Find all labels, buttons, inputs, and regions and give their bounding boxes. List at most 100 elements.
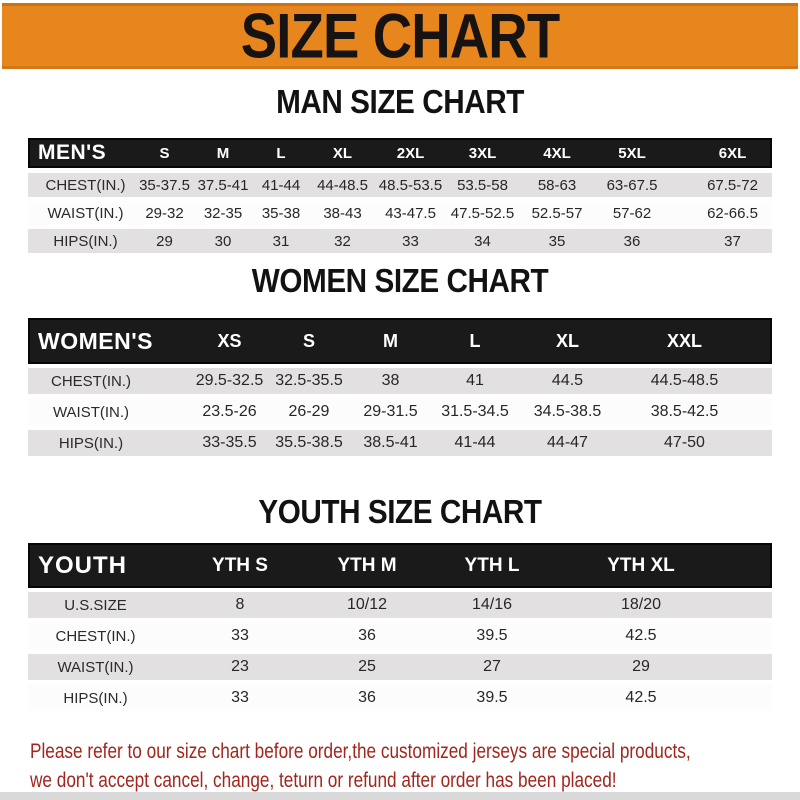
size-cell: 36 bbox=[623, 232, 641, 250]
row-label: CHEST(IN.) bbox=[45, 176, 126, 194]
note-line: Please refer to our size chart before or… bbox=[30, 739, 691, 763]
size-cell: 30 bbox=[214, 232, 232, 250]
size-cell: 32.5-35.5 bbox=[275, 372, 343, 389]
size-cell: 33-35.5 bbox=[202, 434, 257, 451]
size-cell: 44-48.5 bbox=[317, 176, 368, 194]
table-row: CHEST(IN.) 29.5-32.5 32.5-35.5 38 41 44.5 44.5… bbox=[28, 368, 772, 394]
women-size-table: WOMEN'S XS S M L XL XXL CHEST(IN.) 29.5-32.5 32.… bbox=[28, 318, 772, 461]
size-cell: 23 bbox=[231, 658, 249, 675]
size-column-header: 4XL bbox=[543, 144, 571, 162]
size-column-header: L bbox=[469, 330, 481, 351]
row-label: CHEST(IN.) bbox=[51, 372, 131, 390]
size-cell: 32 bbox=[334, 232, 351, 250]
table-header-label: MEN'S bbox=[38, 141, 107, 164]
size-cell: 29 bbox=[632, 658, 650, 675]
size-cell: 36 bbox=[358, 627, 376, 644]
size-cell: 31 bbox=[272, 232, 290, 250]
banner-title: SIZE CHART bbox=[240, 0, 560, 72]
size-column-header: S bbox=[159, 144, 170, 162]
size-cell: 38 bbox=[381, 372, 400, 389]
size-column-header: XS bbox=[217, 330, 242, 351]
size-cell: 35-38 bbox=[261, 204, 301, 222]
size-cell: 44.5-48.5 bbox=[650, 372, 719, 389]
size-cell: 29 bbox=[156, 232, 173, 250]
size-cell: 26-29 bbox=[288, 403, 330, 420]
size-cell: 27 bbox=[483, 658, 501, 675]
size-column-header: 5XL bbox=[618, 144, 646, 162]
women-table-header-bar: WOMEN'S XS S M L XL XXL bbox=[28, 318, 772, 364]
size-column-header: YTH L bbox=[464, 554, 520, 576]
note-line: we don't accept cancel, change, teturn o… bbox=[30, 767, 617, 792]
row-label: WAIST(IN.) bbox=[47, 204, 124, 222]
size-cell: 35.5-38.5 bbox=[275, 434, 343, 451]
youth-table-header-bar: YOUTH YTH S YTH M YTH L YTH XL bbox=[28, 543, 772, 588]
size-cell: 41-44 bbox=[261, 176, 301, 194]
women-table-rows: CHEST(IN.) 29.5-32.5 32.5-35.5 38 41 44.5 44.5… bbox=[28, 368, 772, 456]
size-cell: 42.5 bbox=[625, 689, 657, 706]
row-label: HIPS(IN.) bbox=[63, 689, 128, 707]
table-row: WAIST(IN.) 23.5-26 26-29 29-31.5 31.5-34.5 34… bbox=[28, 399, 772, 425]
size-cell: 38.5-42.5 bbox=[650, 403, 719, 420]
table-row: HIPS(IN.) 33-35.5 35.5-38.5 38.5-41 41-44 44-… bbox=[28, 430, 772, 456]
row-label: HIPS(IN.) bbox=[53, 232, 118, 250]
banner: SIZE CHART bbox=[2, 0, 798, 72]
size-cell: 31.5-34.5 bbox=[441, 403, 509, 420]
size-column-header: L bbox=[276, 144, 286, 162]
size-cell: 37 bbox=[724, 232, 741, 250]
size-column-header: XL bbox=[332, 144, 353, 162]
youth-table-rows: U.S.SIZE 8 10/12 14/16 18/20 CHEST(IN.) 33 36 39… bbox=[28, 592, 772, 711]
size-column-header: YTH M bbox=[337, 554, 397, 576]
section-title-women: WOMEN SIZE CHART bbox=[251, 262, 549, 299]
bottom-edge-strip bbox=[0, 792, 800, 800]
size-cell: 48.5-53.5 bbox=[378, 176, 443, 194]
table-header-label: WOMEN'S bbox=[38, 327, 154, 354]
size-column-header: 6XL bbox=[718, 144, 747, 162]
size-column-header: M bbox=[383, 330, 398, 351]
size-cell: 29-31.5 bbox=[363, 403, 418, 420]
disclaimer-note: Please refer to our size chart before or… bbox=[30, 737, 800, 794]
size-column-header: XL bbox=[555, 330, 579, 351]
size-column-header: 3XL bbox=[468, 144, 497, 162]
size-cell: 35 bbox=[548, 232, 566, 250]
size-cell: 47.5-52.5 bbox=[450, 204, 515, 222]
size-cell: 29.5-32.5 bbox=[195, 372, 264, 389]
size-cell: 32-35 bbox=[203, 204, 243, 222]
size-cell: 58-63 bbox=[537, 176, 577, 194]
size-cell: 25 bbox=[358, 658, 376, 675]
size-column-header: S bbox=[302, 330, 315, 351]
size-cell: 38.5-41 bbox=[363, 434, 418, 451]
size-cell: 67.5-72 bbox=[707, 176, 758, 194]
size-column-header: M bbox=[216, 144, 230, 162]
size-cell: 43-47.5 bbox=[385, 204, 436, 222]
size-cell: 34 bbox=[474, 232, 491, 250]
row-label: CHEST(IN.) bbox=[55, 627, 136, 645]
size-cell: 33 bbox=[231, 689, 249, 706]
size-cell: 35-37.5 bbox=[139, 176, 190, 194]
men-table-header-bar: MEN'S S M L XL 2XL 3XL 4XL 5XL 6XL bbox=[28, 138, 772, 168]
table-row: HIPS(IN.) 33 36 39.5 42.5 bbox=[28, 685, 772, 711]
row-label: WAIST(IN.) bbox=[52, 403, 130, 421]
size-cell: 39.5 bbox=[476, 627, 508, 644]
size-cell: 10/12 bbox=[346, 596, 388, 613]
table-header-label: YOUTH bbox=[38, 551, 127, 579]
table-row: U.S.SIZE 8 10/12 14/16 18/20 bbox=[28, 592, 772, 618]
size-cell: 37.5-41 bbox=[197, 176, 249, 194]
size-column-header: XXL bbox=[666, 330, 702, 351]
youth-size-table: YOUTH YTH S YTH M YTH L YTH XL U.S.SIZE 8 10/1… bbox=[28, 543, 772, 716]
size-cell: 53.5-58 bbox=[457, 176, 508, 194]
size-cell: 8 bbox=[235, 596, 245, 613]
size-cell: 33 bbox=[231, 627, 249, 644]
size-cell: 41-44 bbox=[454, 434, 496, 451]
size-cell: 47-50 bbox=[664, 434, 705, 451]
size-cell: 14/16 bbox=[471, 596, 513, 613]
size-cell: 44.5 bbox=[551, 372, 584, 389]
men-table-rows: CHEST(IN.) 35-37.5 37.5-41 41-44 44-48.5 48.5… bbox=[28, 173, 772, 253]
men-size-table: MEN'S S M L XL 2XL 3XL 4XL 5XL 6XL CHEST(IN.) 35-3… bbox=[28, 138, 772, 257]
size-cell: 57-62 bbox=[612, 204, 652, 222]
section-title-youth: YOUTH SIZE CHART bbox=[258, 493, 542, 530]
section-title-men: MAN SIZE CHART bbox=[276, 83, 524, 120]
size-cell: 29-32 bbox=[145, 204, 184, 222]
size-cell: 23.5-26 bbox=[202, 403, 257, 420]
size-cell: 39.5 bbox=[476, 689, 508, 706]
size-cell: 36 bbox=[358, 689, 376, 706]
